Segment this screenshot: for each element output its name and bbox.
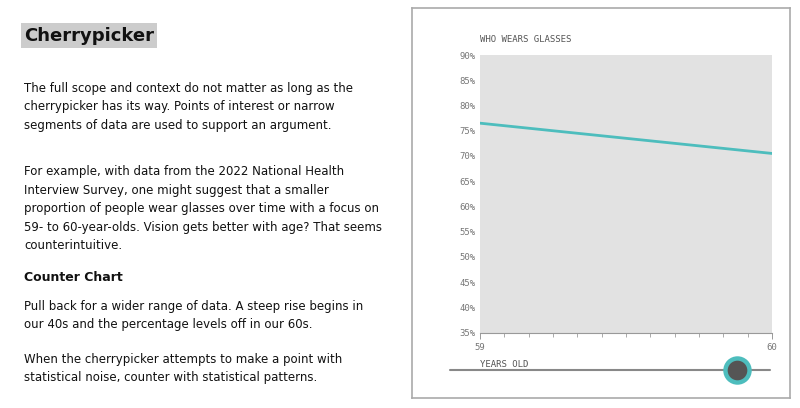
Point [730,367,743,374]
Text: Counter Chart: Counter Chart [24,271,122,284]
Point [730,367,743,374]
Text: WHO WEARS GLASSES: WHO WEARS GLASSES [480,35,571,44]
Text: Cherrypicker: Cherrypicker [24,27,154,44]
Text: The full scope and context do not matter as long as the
cherrypicker has its way: The full scope and context do not matter… [24,82,353,132]
Text: Pull back for a wider range of data. A steep rise begins in
our 40s and the perc: Pull back for a wider range of data. A s… [24,300,363,331]
Text: When the cherrypicker attempts to make a point with
statistical noise, counter w: When the cherrypicker attempts to make a… [24,353,342,384]
Text: For example, with data from the 2022 National Health
Interview Survey, one might: For example, with data from the 2022 Nat… [24,165,382,252]
Text: YEARS OLD: YEARS OLD [480,360,528,369]
